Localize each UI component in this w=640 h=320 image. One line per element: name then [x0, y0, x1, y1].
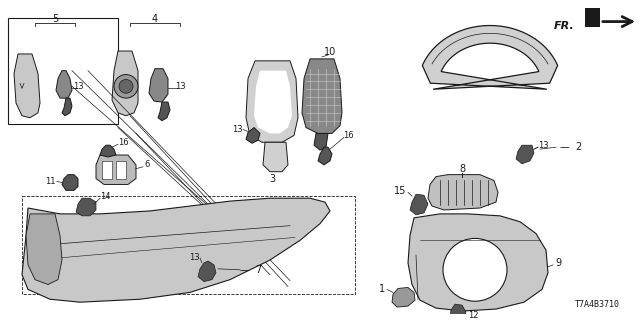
- Polygon shape: [392, 287, 415, 307]
- Text: 8: 8: [459, 164, 465, 174]
- Text: 4: 4: [152, 14, 158, 24]
- Bar: [102, 161, 112, 179]
- Polygon shape: [408, 214, 548, 311]
- Polygon shape: [246, 61, 298, 142]
- Polygon shape: [585, 8, 600, 28]
- Polygon shape: [22, 198, 330, 302]
- Polygon shape: [56, 71, 72, 98]
- Polygon shape: [254, 71, 292, 133]
- Polygon shape: [112, 51, 138, 116]
- Polygon shape: [318, 147, 332, 165]
- Text: 6: 6: [144, 160, 149, 169]
- Text: 13: 13: [538, 141, 548, 150]
- Text: 10: 10: [324, 47, 336, 57]
- Text: 3: 3: [269, 173, 275, 184]
- Polygon shape: [422, 26, 557, 89]
- Polygon shape: [14, 54, 40, 118]
- Text: 13: 13: [189, 252, 200, 261]
- Bar: [8, 18, 118, 124]
- Text: 13: 13: [232, 125, 243, 134]
- Polygon shape: [246, 128, 260, 143]
- Polygon shape: [516, 145, 534, 164]
- Polygon shape: [410, 194, 428, 215]
- Polygon shape: [198, 261, 216, 282]
- Text: 16: 16: [118, 138, 129, 147]
- Polygon shape: [149, 69, 168, 102]
- Text: 11: 11: [45, 177, 56, 186]
- Polygon shape: [428, 175, 498, 210]
- Text: 15: 15: [394, 186, 406, 196]
- Text: 12: 12: [468, 311, 479, 320]
- Text: 9: 9: [555, 258, 561, 268]
- Polygon shape: [96, 155, 136, 184]
- Text: —  2: — 2: [560, 142, 582, 152]
- Polygon shape: [62, 175, 78, 190]
- Text: 13: 13: [175, 82, 186, 91]
- Text: 14: 14: [100, 192, 111, 201]
- Circle shape: [119, 79, 133, 93]
- Polygon shape: [26, 214, 62, 284]
- Polygon shape: [450, 304, 466, 320]
- Text: FR.: FR.: [554, 20, 575, 30]
- Polygon shape: [314, 133, 328, 150]
- Text: T7A4B3710: T7A4B3710: [575, 300, 620, 309]
- Circle shape: [443, 238, 507, 301]
- Polygon shape: [158, 102, 170, 121]
- Text: 13: 13: [73, 82, 83, 91]
- Circle shape: [114, 75, 138, 98]
- Text: 16: 16: [342, 131, 353, 140]
- Polygon shape: [100, 145, 116, 157]
- Polygon shape: [76, 198, 96, 216]
- Text: 1: 1: [379, 284, 385, 294]
- Polygon shape: [302, 59, 342, 133]
- Polygon shape: [62, 98, 72, 116]
- Text: —  7: — 7: [240, 265, 262, 275]
- Text: 5: 5: [52, 14, 58, 24]
- Bar: [116, 161, 126, 179]
- Polygon shape: [263, 142, 288, 172]
